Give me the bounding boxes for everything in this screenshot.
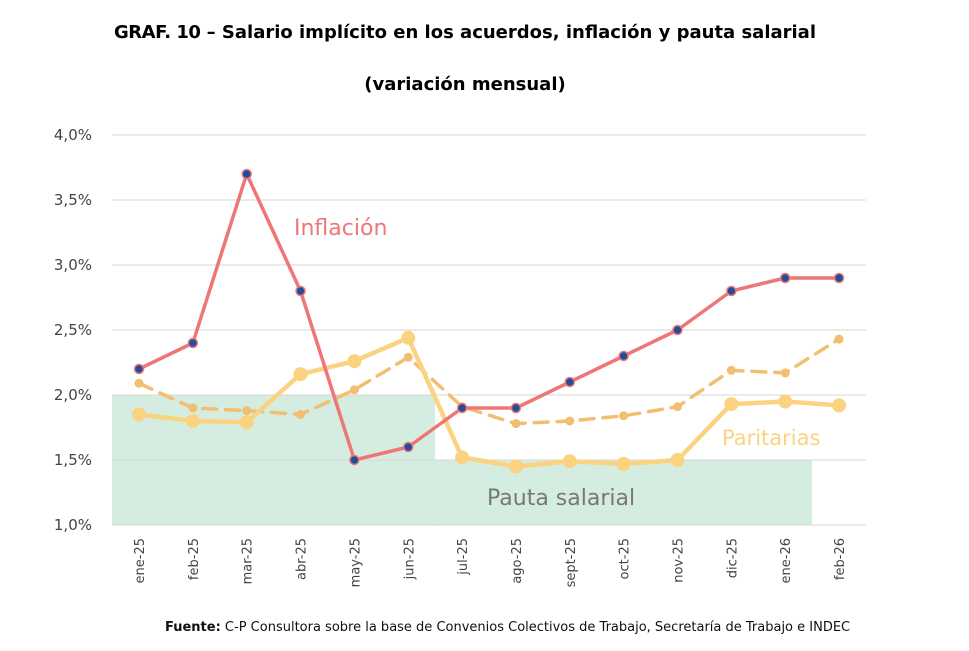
y-tick-label: 1,0% [54,516,92,534]
dashed-series-point [296,410,306,419]
dashed-series-point [403,352,413,362]
chart-title-text: – Salario implícito en los acuerdos, inf… [200,22,816,43]
y-tick-label: 2,5% [54,321,92,339]
paritarias-point [185,414,200,428]
x-tick-label: jul-25 [456,538,471,576]
inflacion-point [672,324,683,336]
paritarias-point [132,407,146,422]
y-tick-label: 2,0% [54,386,92,404]
inflacion-point [403,441,414,453]
paritarias-point [724,397,739,412]
dashed-series-point [565,416,575,426]
dashed-series-point [349,385,359,395]
source-note: Fuente: C-P Consultora sobre la base de … [165,620,850,635]
x-tick-label: sept-25 [564,538,579,587]
paritarias-point [401,330,416,345]
dashed-series-point [134,378,144,388]
paritarias-label: Paritarias [722,426,820,450]
dashed-series-line [137,337,841,426]
inflacion-point [133,363,145,375]
inflacion-line [137,172,841,462]
paritarias-point [616,456,631,471]
y-tick-label: 1,5% [54,451,92,469]
paritarias-point [239,415,254,430]
inflacion-point [510,402,522,414]
dashed-series-point [188,403,198,413]
source-label: Fuente: [165,620,221,635]
inflacion-point [833,272,845,284]
x-tick-label: feb-25 [187,538,202,580]
y-tick-label: 3,5% [54,191,92,209]
inflacion-point [295,285,306,297]
inflacion-point [187,337,199,349]
dashed-series-point [726,365,736,375]
inflacion-label: Inflación [294,216,387,241]
paritarias-point [562,454,577,469]
dashed-series-point [673,402,682,412]
x-tick-label: ago-25 [510,538,525,584]
x-tick-label: may-25 [348,538,363,587]
x-tick-label: abr-25 [295,538,310,580]
chart-subtitle: (variación mensual) [364,74,566,95]
paritarias-point [347,354,362,369]
x-tick-label: dic-25 [725,538,740,578]
x-tick-label: nov-25 [672,538,687,583]
dashed-series-point [834,334,844,344]
pauta-label: Pauta salarial [487,486,635,511]
x-tick-label: oct-25 [618,538,633,579]
chart-title: GRAF. 10 – Salario implícito en los acue… [0,22,930,43]
dashed-series-point [242,406,252,416]
x-tick-label: feb-26 [833,538,848,580]
inflacion-point [726,285,737,297]
x-tick-label: ene-25 [133,538,148,583]
inflacion-point [456,402,468,414]
dashed-series-point [511,419,521,429]
dashed-series-point [619,411,629,421]
x-tick-label: mar-25 [241,538,256,584]
x-tick-label: jun-25 [402,538,417,580]
paritarias-point [508,459,523,474]
y-tick-label: 4,0% [54,126,92,144]
paritarias-point [670,453,685,467]
inflacion-point [564,376,576,388]
inflacion-point [241,168,252,180]
x-tick-label: ene-26 [779,538,794,583]
source-text: C-P Consultora sobre la base de Convenio… [220,620,851,635]
paritarias-line [136,335,842,469]
inflacion-point [779,272,791,284]
inflacion-point [618,350,629,362]
paritarias-point [293,367,308,382]
paritarias-point [832,398,847,413]
paritarias-point [778,394,793,409]
dashed-series-point [780,368,790,378]
paritarias-point [455,450,470,465]
y-tick-label: 3,0% [54,256,92,274]
inflacion-point [349,454,360,466]
chart-title-prefix: GRAF. 10 [114,22,201,43]
